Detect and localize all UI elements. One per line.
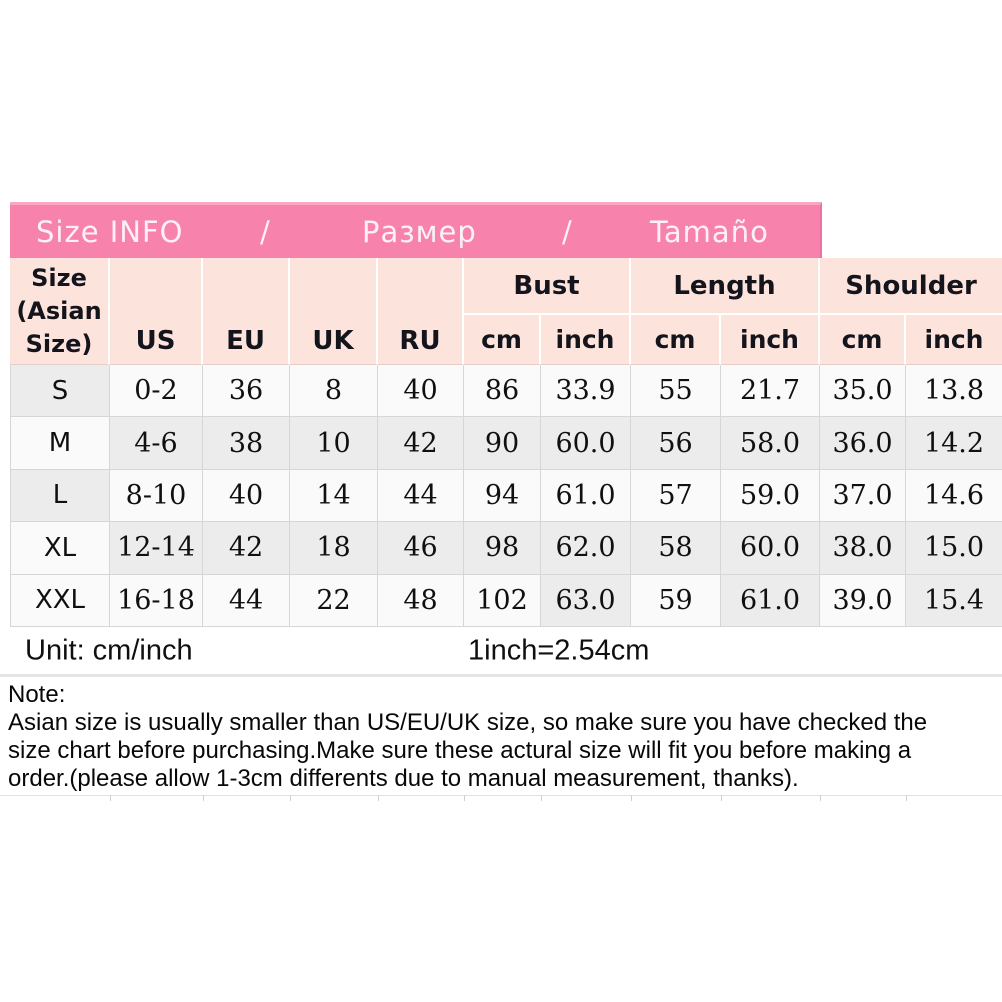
subcolumn-header-inch: inch (541, 315, 631, 365)
table-cell-xxl-7: 59 (631, 574, 721, 627)
table-cell-s-3: 8 (290, 365, 378, 418)
table-cell-l-1: 8-10 (110, 469, 203, 523)
row-label-s-0: S (10, 365, 110, 418)
grid-remnant-tick (110, 795, 111, 801)
grid-remnant-tick (464, 795, 465, 801)
subcolumn-header-inch: inch (906, 315, 1002, 365)
banner-separator: / (260, 214, 271, 249)
grid-remnant-tick (906, 795, 907, 801)
subcolumn-header-cm: cm (631, 315, 721, 365)
column-header-size: Size (Asian Size) (10, 258, 110, 365)
table-cell-xl-3: 18 (290, 522, 378, 575)
table-cell-l-9: 37.0 (820, 469, 906, 523)
table-cell-s-6: 33.9 (541, 365, 631, 418)
row-label-m-0: M (10, 417, 110, 470)
table-cell-xxl-3: 22 (290, 574, 378, 627)
table-cell-l-3: 14 (290, 469, 378, 523)
grid-remnant-tick (290, 795, 291, 801)
row-label-l-0: L (10, 469, 110, 523)
table-cell-s-9: 35.0 (820, 365, 906, 418)
table-cell-xl-10: 15.0 (906, 522, 1002, 575)
table-cell-xl-9: 38.0 (820, 522, 906, 575)
size-info-banner: Size INFO / Размер / Tamaño (10, 202, 822, 258)
table-cell-m-5: 90 (464, 417, 541, 470)
subcolumn-header-cm: cm (820, 315, 906, 365)
row-label-xl-0: XL (10, 522, 110, 575)
table-cell-m-8: 58.0 (721, 417, 820, 470)
note-line: order.(please allow 1-3cm differents due… (8, 765, 799, 792)
table-cell-xxl-10: 15.4 (906, 574, 1002, 627)
inch-conversion: 1inch=2.54cm (468, 634, 650, 666)
note-line: size chart before purchasing.Make sure t… (8, 737, 912, 764)
note-line: Asian size is usually smaller than US/EU… (8, 709, 928, 736)
table-cell-xl-7: 58 (631, 522, 721, 575)
column-header-uk: UK (290, 258, 378, 365)
banner-label-en: Size INFO (36, 214, 184, 249)
table-cell-xxl-4: 48 (378, 574, 464, 627)
table-cell-xxl-6: 63.0 (541, 574, 631, 627)
table-cell-s-7: 55 (631, 365, 721, 418)
table-cell-s-5: 86 (464, 365, 541, 418)
table-cell-xl-1: 12-14 (110, 522, 203, 575)
column-header-us: US (110, 258, 203, 365)
table-cell-m-1: 4-6 (110, 417, 203, 470)
table-cell-m-7: 56 (631, 417, 721, 470)
table-cell-xxl-9: 39.0 (820, 574, 906, 627)
table-cell-m-2: 38 (203, 417, 290, 470)
table-cell-s-10: 13.8 (906, 365, 1002, 418)
grid-remnant-tick (203, 795, 204, 801)
note-block: Note: Asian size is usually smaller than… (8, 681, 998, 793)
table-cell-xl-2: 42 (203, 522, 290, 575)
grid-remnant-line (0, 795, 1002, 796)
unit-label: Unit: cm/inch (25, 634, 193, 666)
unit-row: Unit: cm/inch 1inch=2.54cm (0, 627, 1002, 677)
table-cell-m-3: 10 (290, 417, 378, 470)
table-cell-s-4: 40 (378, 365, 464, 418)
table-cell-l-10: 14.6 (906, 469, 1002, 523)
column-header-eu: EU (203, 258, 290, 365)
table-cell-l-2: 40 (203, 469, 290, 523)
table-cell-l-8: 59.0 (721, 469, 820, 523)
row-label-xxl-0: XXL (10, 574, 110, 627)
banner-label-es: Tamaño (650, 214, 769, 249)
table-cell-xl-8: 60.0 (721, 522, 820, 575)
group-header-length: Length (631, 258, 820, 315)
grid-remnant-tick (721, 795, 722, 801)
table-cell-xl-5: 98 (464, 522, 541, 575)
subcolumn-header-cm: cm (464, 315, 541, 365)
table-cell-s-1: 0-2 (110, 365, 203, 418)
table-cell-l-6: 61.0 (541, 469, 631, 523)
table-cell-l-5: 94 (464, 469, 541, 523)
table-cell-s-2: 36 (203, 365, 290, 418)
grid-remnant-tick (820, 795, 821, 801)
grid-remnant-tick (631, 795, 632, 801)
table-cell-l-4: 44 (378, 469, 464, 523)
table-cell-xxl-5: 102 (464, 574, 541, 627)
table-cell-xl-6: 62.0 (541, 522, 631, 575)
subcolumn-header-inch: inch (721, 315, 820, 365)
table-cell-xxl-1: 16-18 (110, 574, 203, 627)
table-cell-m-4: 42 (378, 417, 464, 470)
column-header-ru: RU (378, 258, 464, 365)
table-cell-xl-4: 46 (378, 522, 464, 575)
table-cell-m-10: 14.2 (906, 417, 1002, 470)
table-cell-xxl-8: 61.0 (721, 574, 820, 627)
banner-label-ru: Размер (362, 214, 477, 249)
note-title: Note: (8, 681, 66, 708)
table-cell-l-7: 57 (631, 469, 721, 523)
grid-remnant-tick (541, 795, 542, 801)
table-cell-xxl-2: 44 (203, 574, 290, 627)
group-header-shoulder: Shoulder (820, 258, 1002, 315)
table-cell-m-9: 36.0 (820, 417, 906, 470)
table-cell-m-6: 60.0 (541, 417, 631, 470)
banner-separator: / (562, 214, 573, 249)
group-header-bust: Bust (464, 258, 631, 315)
table-cell-s-8: 21.7 (721, 365, 820, 418)
grid-remnant-tick (378, 795, 379, 801)
